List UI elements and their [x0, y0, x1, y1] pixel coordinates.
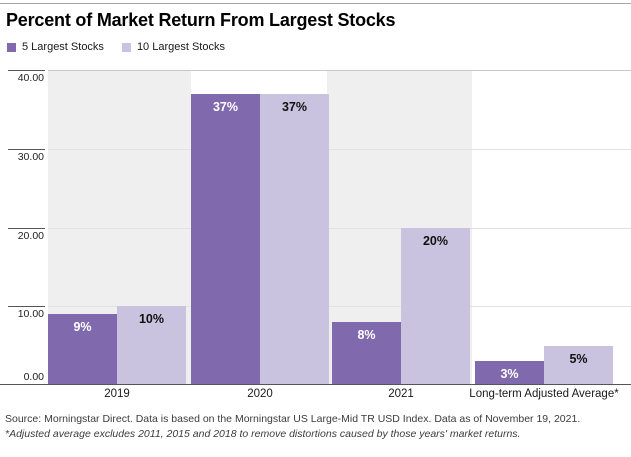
x-axis-baseline [0, 384, 631, 385]
bar-value-label: 20% [422, 233, 449, 248]
bar-value-label: 9% [73, 320, 92, 335]
bar-group-2019: 9% 10% [48, 70, 186, 385]
y-label-30: 30.00 [17, 150, 44, 163]
y-label-40: 40.00 [17, 72, 44, 84]
bar-value-label: 8% [357, 328, 376, 342]
legend-item-5-largest: 5 Largest Stocks [7, 41, 104, 53]
bar-10-largest-stocks-2021: 20% [401, 227, 470, 385]
x-label-2020: 2020 [247, 388, 273, 400]
bar-10-largest-stocks-2019: 10% [117, 306, 186, 385]
plot-area: 9% 10% 37% 37% 8% 20% 3% 5% [48, 70, 631, 385]
bar-value-label: 37% [212, 99, 239, 114]
y-tick-40 [8, 70, 45, 71]
chart-title: Percent of Market Return From Largest St… [6, 10, 396, 30]
bar-10-largest-stocks-2020: 37% [260, 93, 329, 385]
bar-5-largest-stocks-2021: 8% [332, 322, 401, 385]
y-label-0: 0.00 [23, 371, 44, 383]
y-tick-10 [8, 306, 45, 308]
gridline-10 [48, 306, 631, 308]
bar-value-label: 3% [500, 367, 519, 382]
legend-label-10-largest: 10 Largest Stocks [136, 41, 225, 53]
y-axis: 0.00 10.00 20.00 30.00 40.00 [0, 70, 45, 385]
x-label-long-term-adjusted-average: Long-term Adjusted Average* [469, 388, 619, 400]
bar-group-2020: 37% 37% [191, 70, 329, 385]
bar-5-largest-stocks-2020: 37% [191, 93, 260, 385]
y-label-20: 20.00 [17, 229, 44, 242]
bar-10-largest-stocks-long-term-adjusted-average: 5% [544, 345, 613, 385]
legend: 5 Largest Stocks 10 Largest Stocks [7, 41, 225, 53]
y-label-10: 10.00 [17, 308, 44, 321]
bar-value-label: 37% [281, 99, 308, 114]
legend-swatch-10-largest [121, 42, 131, 52]
legend-swatch-5-largest [7, 42, 16, 52]
gridline-30 [48, 148, 631, 150]
bar-5-largest-stocks-2019: 9% [48, 314, 117, 385]
x-label-2021: 2021 [388, 388, 414, 400]
y-tick-30 [8, 148, 45, 150]
bar-5-largest-stocks-long-term-adjusted-average: 3% [475, 361, 544, 385]
bar-value-label: 10% [138, 312, 165, 327]
gridline-20 [48, 227, 631, 229]
footer: Source: Morningstar Direct. Data is base… [5, 412, 627, 442]
top-rule [0, 3, 631, 4]
x-label-2019: 2019 [104, 388, 130, 400]
x-axis: 2019 2020 2021 Long-term Adjusted Average* [0, 388, 631, 404]
footer-source: Source: Morningstar Direct. Data is base… [5, 413, 581, 425]
legend-label-5-largest: 5 Largest Stocks [22, 41, 104, 53]
footer-note: *Adjusted average excludes 2011, 2015 an… [5, 428, 521, 440]
chart: 9% 10% 37% 37% 8% 20% 3% 5% 0.00 10.00 20.00 30.00… [0, 70, 631, 385]
bar-value-label: 5% [569, 351, 588, 366]
gridline-top [48, 70, 631, 71]
bar-group-2021: 8% 20% [332, 70, 470, 385]
legend-item-10-largest: 10 Largest Stocks [121, 41, 225, 53]
bar-group-long-term-adjusted-average: 3% 5% [475, 70, 613, 385]
y-tick-20 [8, 227, 45, 229]
